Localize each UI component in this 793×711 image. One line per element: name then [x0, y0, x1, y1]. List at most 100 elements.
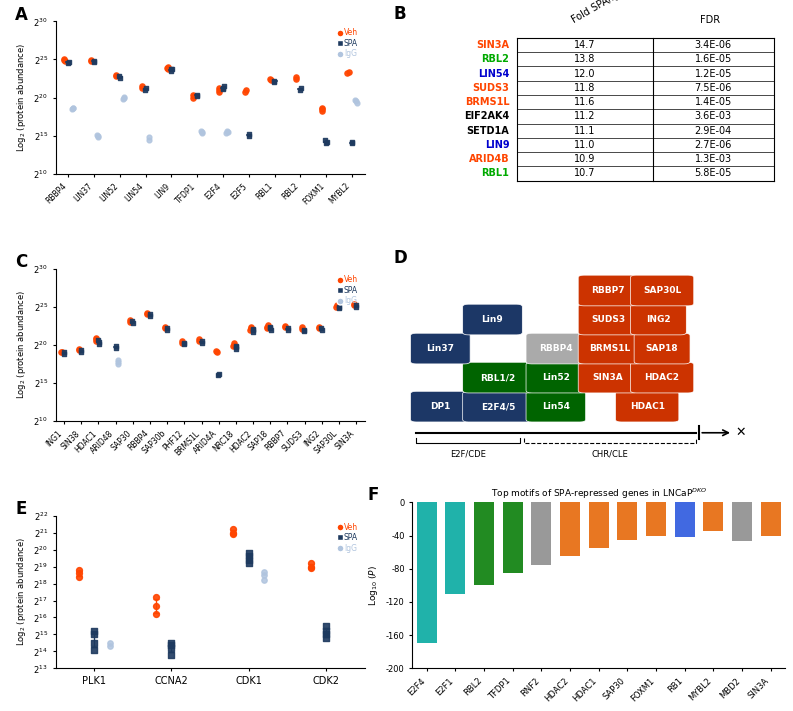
Point	[261, 322, 274, 333]
Point	[229, 341, 242, 353]
Bar	[531, 503, 551, 565]
Point	[227, 529, 239, 540]
Point	[162, 61, 174, 73]
Point	[227, 527, 239, 538]
Text: 3.6E-03: 3.6E-03	[695, 112, 732, 122]
Point	[210, 347, 223, 358]
Text: E2F/CDE: E2F/CDE	[450, 449, 486, 459]
Point	[144, 310, 156, 321]
Point	[87, 55, 100, 67]
Point	[305, 557, 317, 569]
Point	[247, 323, 259, 334]
Point	[85, 55, 98, 66]
Point	[316, 105, 328, 117]
FancyBboxPatch shape	[578, 333, 642, 364]
Point	[165, 637, 178, 648]
Y-axis label: Log$_2$ (protein abundance): Log$_2$ (protein abundance)	[15, 538, 28, 646]
Point	[315, 322, 328, 333]
Point	[320, 632, 332, 643]
Text: D: D	[394, 249, 408, 267]
Point	[175, 336, 188, 347]
Text: A: A	[15, 6, 29, 24]
Point	[243, 130, 256, 141]
Text: 10.7: 10.7	[574, 169, 596, 178]
Point	[85, 55, 98, 67]
Point	[282, 322, 294, 333]
Point	[165, 65, 178, 77]
Point	[227, 523, 239, 535]
FancyBboxPatch shape	[615, 391, 679, 422]
Point	[113, 72, 126, 83]
Text: RBL2: RBL2	[481, 54, 509, 64]
Text: F: F	[368, 486, 379, 504]
Point	[220, 126, 233, 137]
Point	[103, 637, 116, 648]
Point	[160, 62, 173, 73]
Text: Lin54: Lin54	[542, 402, 570, 411]
Point	[150, 600, 163, 611]
Point	[320, 137, 333, 148]
Point	[193, 333, 205, 345]
Point	[72, 565, 85, 576]
Point	[136, 82, 148, 93]
Point	[109, 340, 122, 351]
Point	[330, 301, 343, 312]
Point	[103, 641, 116, 652]
Point	[196, 337, 209, 348]
Point	[332, 301, 345, 312]
Point	[305, 561, 317, 572]
Point	[67, 102, 79, 113]
Bar	[446, 503, 465, 594]
Point	[290, 73, 303, 84]
Point	[216, 82, 229, 93]
Point	[164, 64, 177, 75]
Point	[63, 56, 75, 68]
Text: E2F4/5: E2F4/5	[481, 402, 515, 411]
Point	[195, 127, 208, 138]
Point	[92, 338, 105, 350]
Point	[159, 322, 171, 333]
Text: 11.6: 11.6	[574, 97, 596, 107]
Text: 1.3E-03: 1.3E-03	[695, 154, 732, 164]
Point	[75, 346, 87, 358]
Point	[316, 324, 328, 336]
Bar	[503, 503, 523, 573]
Text: 1.4E-05: 1.4E-05	[695, 97, 732, 107]
Point	[243, 547, 255, 559]
Point	[140, 307, 153, 319]
Point	[72, 343, 85, 355]
Bar	[617, 503, 638, 540]
Point	[192, 336, 205, 347]
Text: ARID4B: ARID4B	[469, 154, 509, 164]
Point	[196, 128, 209, 139]
Point	[73, 345, 86, 356]
Point	[191, 89, 204, 100]
Point	[298, 324, 311, 336]
Point	[57, 347, 70, 358]
Text: 11.2: 11.2	[574, 112, 596, 122]
Bar	[588, 503, 609, 548]
Point	[61, 57, 74, 68]
FancyBboxPatch shape	[630, 363, 694, 393]
Text: RBBP4: RBBP4	[539, 344, 573, 353]
Text: ✕: ✕	[735, 427, 745, 439]
FancyBboxPatch shape	[634, 333, 690, 364]
Point	[87, 56, 100, 68]
Point	[349, 95, 362, 106]
Point	[294, 82, 307, 93]
FancyBboxPatch shape	[462, 363, 534, 393]
Point	[228, 338, 240, 349]
Point	[124, 315, 136, 326]
Point	[243, 129, 255, 140]
Point	[165, 649, 178, 661]
Point	[159, 321, 171, 332]
Point	[293, 85, 306, 96]
Text: 7.5E-06: 7.5E-06	[695, 83, 732, 93]
Point	[88, 644, 101, 656]
Point	[244, 321, 257, 332]
Point	[217, 80, 230, 92]
Text: HDAC2: HDAC2	[645, 373, 680, 382]
Point	[282, 324, 294, 336]
Point	[213, 368, 225, 380]
Point	[346, 138, 358, 149]
